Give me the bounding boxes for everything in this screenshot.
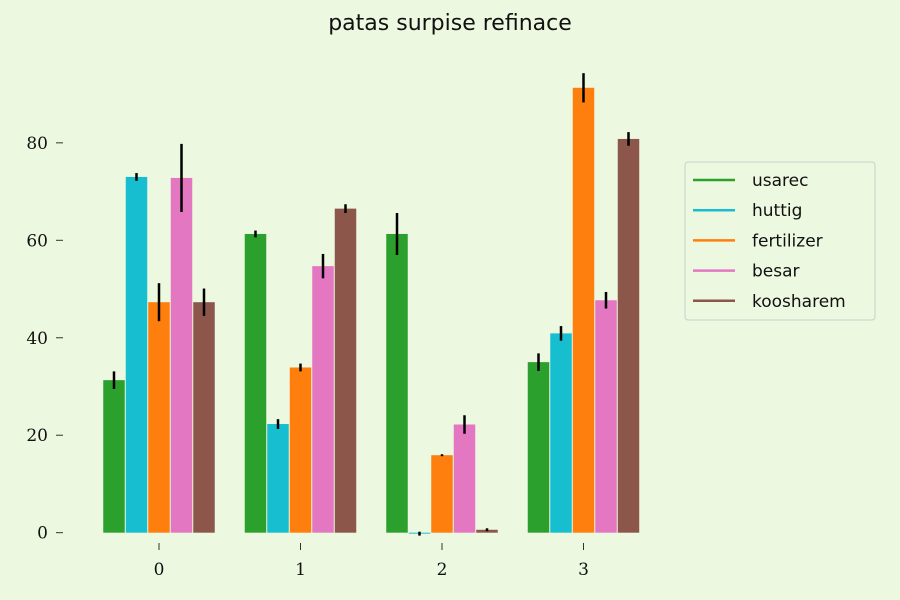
bar-huttig-3: [550, 333, 572, 533]
bar-fertilizer-1: [289, 367, 312, 533]
error-bars-group: [112, 73, 630, 536]
y-tick-label: 40: [26, 329, 48, 349]
x-tick-label: 3: [578, 560, 589, 580]
bar-usarec-1: [244, 233, 267, 533]
bar-fertilizer-3: [572, 87, 595, 533]
chart-title: patas surpise refinace: [328, 11, 572, 36]
y-axis: 0 20 40 60 80: [26, 134, 63, 544]
legend-label: usarec: [752, 171, 808, 191]
legend: usarec huttig fertilizer besar koosharem: [684, 161, 876, 321]
bar-besar-3: [595, 300, 617, 533]
y-tick-label: 60: [26, 231, 48, 251]
legend-label: koosharem: [752, 292, 846, 312]
bar-koosharem-0: [193, 302, 215, 533]
bar-besar-1: [312, 266, 334, 533]
x-tick-label: 1: [295, 560, 306, 580]
x-tick-label: 0: [154, 560, 165, 580]
bar-usarec-0: [103, 380, 125, 533]
bar-koosharem-3: [617, 138, 640, 533]
x-tick-label: 2: [437, 560, 448, 580]
bar-fertilizer-2: [431, 455, 453, 533]
bar-usarec-2: [386, 233, 408, 533]
y-tick-label: 20: [26, 426, 48, 446]
bar-usarec-3: [527, 362, 550, 533]
legend-label: besar: [752, 262, 800, 282]
x-axis: 0 1 2 3: [154, 543, 589, 580]
legend-label: huttig: [752, 201, 802, 221]
y-tick-label: 0: [37, 524, 48, 544]
bar-besar-2: [453, 424, 476, 533]
legend-box: [684, 161, 876, 321]
y-tick-label: 80: [26, 134, 48, 154]
legend-label: fertilizer: [752, 231, 823, 251]
bar-besar-0: [170, 177, 193, 533]
bar-fertilizer-0: [148, 302, 170, 533]
bar-huttig-1: [267, 424, 289, 533]
bar-koosharem-1: [334, 208, 357, 533]
bars-group: [103, 87, 640, 534]
bar-huttig-0: [125, 176, 148, 533]
